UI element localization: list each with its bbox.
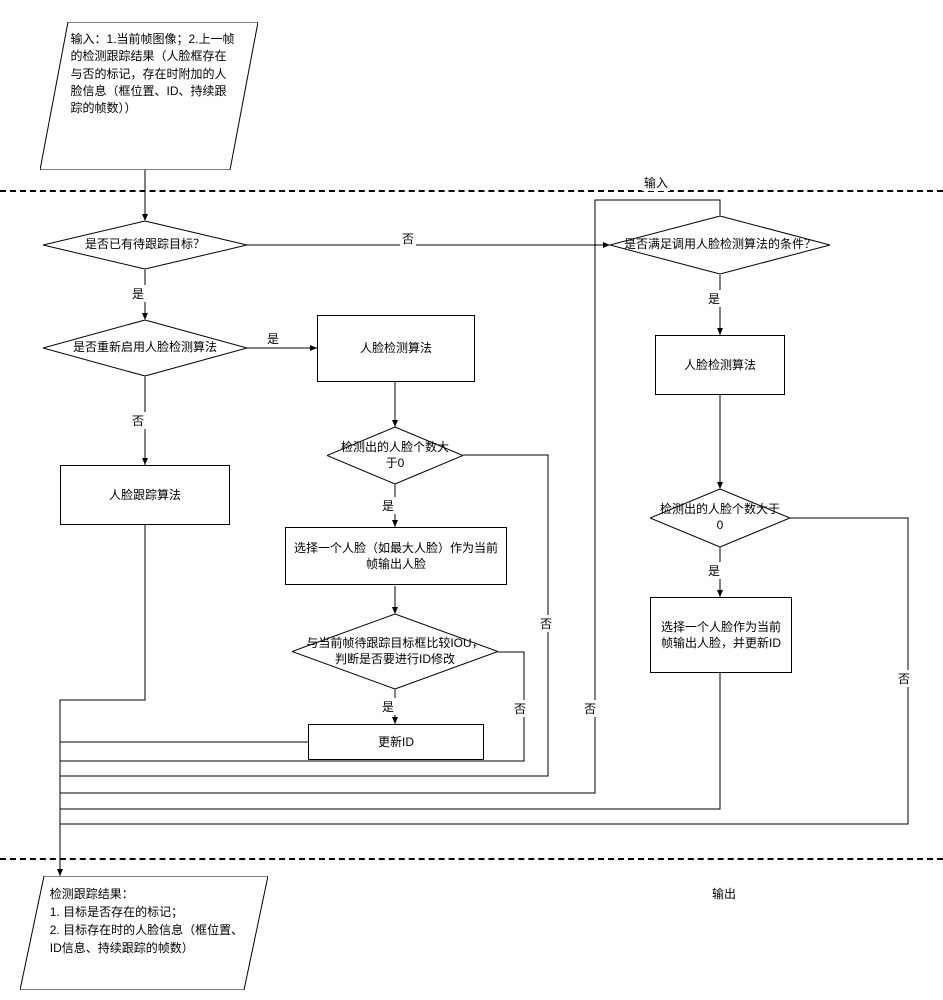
process-detect-left: 人脸检测算法	[317, 315, 475, 382]
process-track: 人脸跟踪算法	[60, 465, 230, 525]
input-node: 输入：1.当前帧图像；2.上一帧的检测跟踪结果（人脸框存在与否的标记，存在时附加…	[40, 22, 258, 170]
divider-input	[0, 190, 943, 192]
decision-count-right: 检测出的人脸个数大于0	[650, 489, 790, 547]
edge-d4-yes: 是	[380, 497, 396, 514]
edge-d6-yes: 是	[380, 698, 396, 715]
decision-has-target: 是否已有待跟踪目标？	[43, 221, 247, 269]
process-select-left: 选择一个人脸（如最大人脸）作为当前帧输出人脸	[285, 527, 507, 585]
decision-detect-condition: 是否满足调用人脸检测算法的条件？	[610, 216, 830, 274]
edge-d3-yes: 是	[706, 290, 722, 307]
edge-d2-no: 否	[130, 412, 146, 429]
output-node-text: 检测跟踪结果： 1. 目标是否存在的标记； 2. 目标存在时的人脸信息（框位置、…	[50, 885, 248, 983]
decision-count-left: 检测出的人脸个数大于0	[327, 427, 463, 484]
section-label-input: 输入	[642, 174, 670, 191]
process-update-id: 更新ID	[308, 724, 484, 760]
edge-d1-yes: 是	[130, 285, 146, 302]
process-detect-right: 人脸检测算法	[655, 335, 785, 395]
edge-d3-no: 否	[582, 700, 598, 717]
edge-d2-yes: 是	[265, 330, 281, 347]
section-label-output: 输出	[710, 885, 738, 902]
divider-output	[0, 858, 943, 860]
input-node-text: 输入：1.当前帧图像；2.上一帧的检测跟踪结果（人脸框存在与否的标记，存在时附加…	[71, 31, 237, 161]
output-node: 检测跟踪结果： 1. 目标是否存在的标记； 2. 目标存在时的人脸信息（框位置、…	[20, 876, 268, 990]
edge-d1-no: 否	[400, 230, 416, 247]
decision-reenable-detect: 是否重新启用人脸检测算法	[43, 320, 247, 376]
edge-d6-no: 否	[512, 700, 528, 717]
edge-d4-no: 否	[538, 615, 554, 632]
edge-d5-no: 否	[896, 670, 912, 687]
edge-d5-yes: 是	[706, 562, 722, 579]
decision-iou: 与当前帧待跟踪目标框比较IOU，判断是否要进行ID修改	[292, 614, 498, 689]
process-select-right: 选择一个人脸作为当前帧输出人脸，并更新ID	[650, 597, 792, 673]
